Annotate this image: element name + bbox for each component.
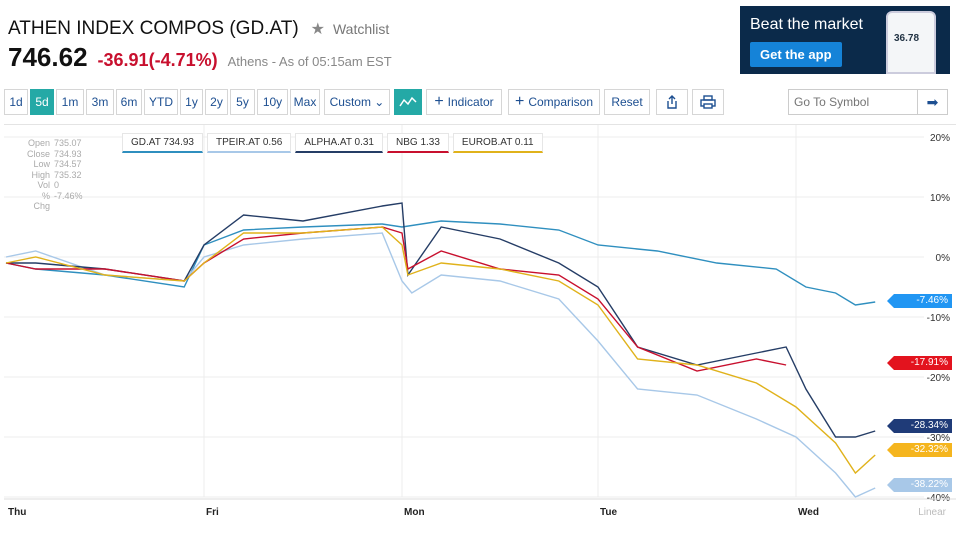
y-tick-label: -20%: [927, 373, 950, 384]
series-line-alpha-at[interactable]: [6, 202, 876, 438]
app-ad-banner[interactable]: Beat the market Get the app 36.78: [740, 6, 950, 74]
end-value-badge: -17.91%: [887, 356, 952, 371]
range-button-1y[interactable]: 1y: [180, 89, 203, 115]
chart-svg[interactable]: 20%10%0%-10%-20%-30%-40%Thu Fri Mon Tue Wed L…: [4, 125, 956, 521]
chart-toolbar: 1d 5d 1m 3m 6m YTD 1y 2y 5y 10y Max Custom ⌄ + Indi…: [0, 86, 960, 118]
last-price: 746.62: [8, 42, 88, 72]
print-icon[interactable]: [692, 89, 724, 115]
end-value-badge: -7.46%: [887, 293, 952, 308]
readout-row: Close 734.93: [24, 149, 83, 160]
ad-title: Beat the market: [750, 16, 863, 33]
x-tick-label: Wed: [798, 507, 819, 518]
series-line-tpeir-at[interactable]: [5, 232, 876, 498]
symbol-search-input[interactable]: [789, 90, 917, 114]
as-of-time: Athens - As of 05:15am EST: [227, 54, 392, 69]
range-button-10y[interactable]: 10y: [257, 89, 288, 115]
readout-key: Open: [27, 138, 50, 148]
symbol-search: ➡: [788, 89, 948, 115]
readout-value: 734.93: [54, 148, 82, 159]
readout-row: Low 734.57: [24, 159, 83, 170]
readout-key: High: [31, 169, 50, 180]
legend-item-nbg[interactable]: NBG 1.33: [387, 133, 449, 153]
range-button-1d[interactable]: 1d: [4, 89, 28, 115]
series-line-eurob-at[interactable]: [5, 226, 876, 475]
x-tick-label: Thu: [8, 507, 26, 518]
chart-style-icon[interactable]: [394, 89, 422, 115]
legend: GD.AT 734.93 TPEIR.AT 0.56 ALPHA.AT 0.31 NB…: [122, 133, 543, 153]
end-value-label: -7.46%: [916, 294, 948, 306]
crosshair-readout: Open 735.07 Close 734.93 Low 734.57 High 735.32…: [24, 138, 83, 212]
y-tick-label: 0%: [936, 253, 951, 264]
x-tick-label: Mon: [404, 507, 425, 518]
range-button-max[interactable]: Max: [290, 89, 320, 115]
end-value-label: -32.32%: [910, 443, 948, 455]
end-value-label: -17.91%: [910, 357, 948, 369]
end-value-badge: -32.32%: [887, 442, 952, 457]
readout-value: 735.07: [54, 138, 82, 148]
readout-row: % Chg -7.46%: [24, 190, 83, 212]
x-tick-label: Tue: [600, 507, 617, 518]
range-button-3m[interactable]: 3m: [86, 89, 114, 115]
end-value-label: -28.34%: [910, 420, 948, 432]
watchlist-link[interactable]: Watchlist: [332, 21, 390, 37]
range-button-2y[interactable]: 2y: [205, 89, 228, 115]
price-chart[interactable]: 20% 10% 0% -10% -20% -30% -40% Thu Fri Mon Tue Wed L…: [4, 124, 956, 520]
series-line-gd-at[interactable]: [5, 220, 876, 306]
reset-button[interactable]: Reset: [604, 89, 650, 115]
readout-value: 735.32: [54, 169, 82, 180]
phone-value: 36.78: [894, 33, 920, 44]
end-value-badge: -28.34%: [887, 419, 952, 434]
readout-row: Open 735.07: [24, 138, 83, 149]
range-button-ytd[interactable]: YTD: [144, 89, 178, 115]
y-tick-label: 20%: [930, 133, 950, 144]
readout-key: Vol: [37, 180, 50, 190]
readout-row: High 735.32: [24, 170, 83, 181]
star-icon[interactable]: ★: [310, 21, 325, 38]
end-value-label: -38.22%: [910, 479, 948, 491]
page-title: ATHEN INDEX COMPOS (GD.AT): [8, 18, 299, 39]
comparison-button[interactable]: + Comparison: [508, 89, 600, 115]
custom-range-dropdown[interactable]: Custom ⌄: [324, 89, 390, 115]
quote-header: ATHEN INDEX COMPOS (GD.AT) ★ Watchlist 7…: [0, 0, 960, 82]
readout-key: Low: [33, 159, 50, 169]
plus-icon: +: [434, 93, 444, 110]
y-tick-label: 10%: [930, 193, 950, 204]
scale-label: Linear: [918, 507, 946, 518]
plus-icon: +: [514, 93, 525, 110]
series-line-nbg[interactable]: [5, 226, 787, 372]
phone-icon: 36.78: [886, 11, 936, 74]
y-tick-label: -10%: [927, 313, 950, 324]
legend-item-alpha-at[interactable]: ALPHA.AT 0.31: [295, 133, 383, 153]
legend-item-eurob-at[interactable]: EUROB.AT 0.11: [452, 133, 543, 153]
x-tick-label: Fri: [206, 507, 219, 518]
range-button-6m[interactable]: 6m: [116, 89, 142, 115]
readout-row: Vol 0: [24, 180, 83, 191]
readout-value: -7.46%: [54, 190, 83, 201]
price-change: -36.91(-4.71%): [97, 50, 218, 70]
indicator-button[interactable]: + Indicator: [426, 89, 502, 115]
range-button-5d[interactable]: 5d: [30, 89, 54, 115]
range-button-1m[interactable]: 1m: [56, 89, 84, 115]
arrow-right-icon[interactable]: ➡: [917, 90, 947, 114]
range-button-5y[interactable]: 5y: [230, 89, 255, 115]
readout-key: Close: [26, 148, 50, 159]
readout-value: 734.57: [54, 159, 82, 169]
legend-item-gd-at[interactable]: GD.AT 734.93: [122, 133, 203, 153]
y-tick-label: -30%: [927, 433, 950, 444]
readout-value: 0: [54, 180, 60, 190]
get-app-button[interactable]: Get the app: [750, 42, 842, 67]
legend-item-tpeir-at[interactable]: TPEIR.AT 0.56: [207, 133, 292, 153]
share-icon[interactable]: [656, 89, 688, 115]
readout-key: % Chg: [33, 190, 50, 212]
end-value-badge: -38.22%: [887, 478, 952, 493]
